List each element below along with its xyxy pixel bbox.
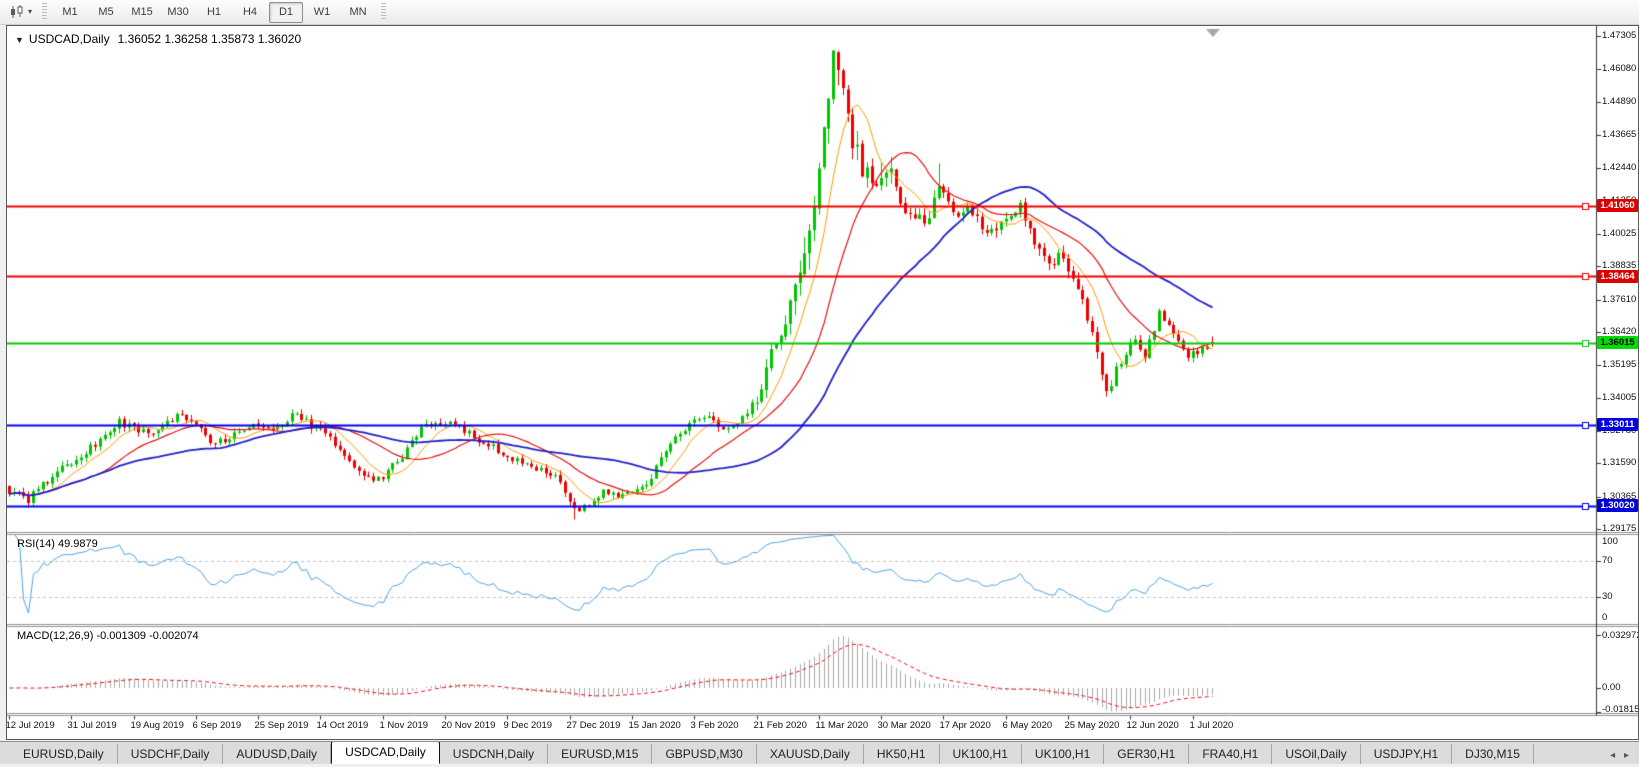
date-label: 31 Jul 2019 [67, 720, 117, 731]
tabs-scroll-right-icon[interactable]: ▸ [1623, 750, 1629, 761]
chart-tab-bar: EURUSD,Daily USDCHF,Daily AUDUSD,Daily USDC… [0, 741, 1639, 764]
date-label: 21 Feb 2020 [753, 720, 807, 731]
price-chart-canvas[interactable] [7, 26, 1638, 739]
date-label: 19 Aug 2019 [130, 720, 184, 731]
price-tick-label: 1.34005 [1602, 391, 1637, 403]
price-tick-label: 1.42440 [1602, 162, 1637, 174]
price-line-tag[interactable]: 1.38464 [1597, 269, 1638, 283]
chart-tab-usdcnh-daily[interactable]: USDCNH,Daily [440, 744, 549, 764]
price-tick-label: 1.43665 [1602, 128, 1637, 140]
price-tick-label: 1.47305 [1602, 30, 1637, 41]
timeframe-button-h1[interactable]: H1 [206, 5, 222, 18]
date-label: 15 Jan 2020 [628, 720, 681, 731]
chart-tab-uk100-h1[interactable]: UK100,H1 [940, 744, 1022, 764]
timeframe-button-d1[interactable]: D1 [269, 1, 304, 23]
chart-ohlc: 1.36052 1.36258 1.35873 1.36020 [117, 32, 302, 46]
chart-tab-eurusd-daily[interactable]: EURUSD,Daily [10, 744, 118, 764]
date-label: 9 Dec 2019 [503, 720, 553, 731]
price-tick-label: 1.36420 [1602, 325, 1637, 337]
toolbar-grip[interactable] [42, 3, 48, 21]
toolbar: ▾ M1 M5 M15 M30 H1 H4 D1 W1 MN [0, 0, 1639, 25]
rsi-scale-label: 0 [1602, 612, 1608, 623]
chart-tab-xauusd-daily[interactable]: XAUUSD,Daily [757, 744, 864, 764]
chart-tab-fra40-h1[interactable]: FRA40,H1 [1189, 744, 1273, 764]
date-label: 20 Nov 2019 [441, 720, 496, 731]
macd-scale-label: 0.032972 [1602, 630, 1639, 641]
date-label: 12 Jul 2019 [6, 720, 55, 731]
rsi-scale-label: 30 [1602, 591, 1613, 602]
candlestick-glyph [11, 5, 23, 18]
chart-menu-icon[interactable]: ▼ [15, 35, 24, 45]
date-label: 6 Sep 2019 [192, 720, 242, 731]
rsi-scale-label: 100 [1602, 536, 1618, 547]
chart-title: ▼ USDCAD,Daily 1.36052 1.36258 1.35873 1.3… [15, 32, 301, 46]
timeframe-button-m1[interactable]: M1 [62, 5, 78, 18]
chart-type-dropdown-icon[interactable]: ▾ [28, 7, 33, 16]
chart-tab-audusd-daily[interactable]: AUDUSD,Daily [223, 744, 332, 764]
price-line-tag[interactable]: 1.41060 [1597, 199, 1638, 213]
toolbar-grip[interactable] [381, 3, 387, 21]
date-label: 27 Dec 2019 [566, 720, 621, 731]
chart-tab-hk50-h1[interactable]: HK50,H1 [864, 744, 940, 764]
date-label: 1 Nov 2019 [379, 720, 429, 731]
price-line-tag[interactable]: 1.33011 [1597, 418, 1638, 432]
rsi-scale-label: 70 [1602, 555, 1613, 566]
date-label: 30 Mar 2020 [877, 720, 931, 731]
date-label: 11 Mar 2020 [815, 720, 869, 731]
timeframe-button-w1[interactable]: W1 [313, 5, 331, 18]
chart-type-icon[interactable]: ▾ [5, 1, 36, 23]
timeframe-button-m30[interactable]: M30 [167, 5, 189, 18]
timeframe-button-mn[interactable]: MN [349, 5, 367, 18]
price-tick-label: 1.37610 [1602, 293, 1637, 305]
status-strip [0, 764, 1639, 767]
chart-symbol-period: USDCAD,Daily [28, 32, 110, 46]
chart-tab-usdjpy-h1[interactable]: USDJPY,H1 [1361, 744, 1453, 764]
date-label: 25 Sep 2019 [254, 720, 309, 731]
chart-tab-usdcad-daily[interactable]: USDCAD,Daily [331, 742, 440, 764]
chart-tab-eurusd-m15[interactable]: EURUSD,M15 [548, 744, 653, 764]
date-label: 6 May 2020 [1002, 720, 1053, 731]
price-line-tag[interactable]: 1.36015 [1597, 336, 1638, 350]
price-tick-label: 1.35195 [1602, 359, 1637, 371]
chart-tab-gbpusd-m30[interactable]: GBPUSD,M30 [652, 744, 757, 764]
chart-tabs: EURUSD,Daily USDCHF,Daily AUDUSD,Daily USDC… [0, 742, 1583, 764]
price-tick-label: 1.31590 [1602, 457, 1637, 469]
price-tick-label: 1.46080 [1602, 63, 1637, 75]
rsi-indicator-label: RSI(14) 49.9879 [17, 538, 98, 550]
chart-tab-usdchf-daily[interactable]: USDCHF,Daily [118, 744, 224, 764]
date-label: 12 Jun 2020 [1126, 720, 1179, 731]
tabs-scroll-left-icon[interactable]: ◂ [1610, 750, 1616, 761]
chart-window: ▼ USDCAD,Daily 1.36052 1.36258 1.35873 1.3… [6, 25, 1639, 740]
date-label: 3 Feb 2020 [690, 720, 739, 731]
price-tick-label: 1.29175 [1602, 522, 1637, 534]
price-tick-label: 1.40025 [1602, 227, 1637, 239]
price-tick-label: 1.44890 [1602, 95, 1637, 107]
timeframe-button-h4[interactable]: H4 [242, 5, 258, 18]
chart-tab-ger30-h1[interactable]: GER30,H1 [1104, 744, 1190, 764]
timeframe-toolbar: M1 M5 M15 M30 H1 H4 D1 W1 MN [53, 1, 375, 23]
tab-scroll-arrows: ◂ ▸ [1583, 750, 1639, 764]
chart-tab-uk100-h1[interactable]: UK100,H1 [1022, 744, 1105, 764]
price-tick-label: 1.30365 [1602, 490, 1637, 502]
date-label: 14 Oct 2019 [316, 720, 369, 731]
date-label: 25 May 2020 [1064, 720, 1120, 731]
chart-tab-usoil-daily[interactable]: USOil,Daily [1272, 744, 1361, 764]
timeframe-button-m5[interactable]: M5 [98, 5, 114, 18]
date-label: 1 Jul 2020 [1189, 720, 1234, 731]
timeframe-button-m15[interactable]: M15 [131, 5, 153, 18]
date-label: 17 Apr 2020 [939, 720, 991, 731]
macd-indicator-label: MACD(12,26,9) -0.001309 -0.002074 [17, 630, 199, 642]
price-line-tag[interactable]: 1.30020 [1597, 499, 1638, 513]
macd-scale-label: 0.00 [1602, 682, 1621, 693]
chart-tab-dj30-m15[interactable]: DJ30,M15 [1452, 744, 1534, 764]
price-tick-label: 1.38835 [1602, 260, 1637, 272]
macd-scale-label: -0.018154 [1602, 704, 1639, 715]
